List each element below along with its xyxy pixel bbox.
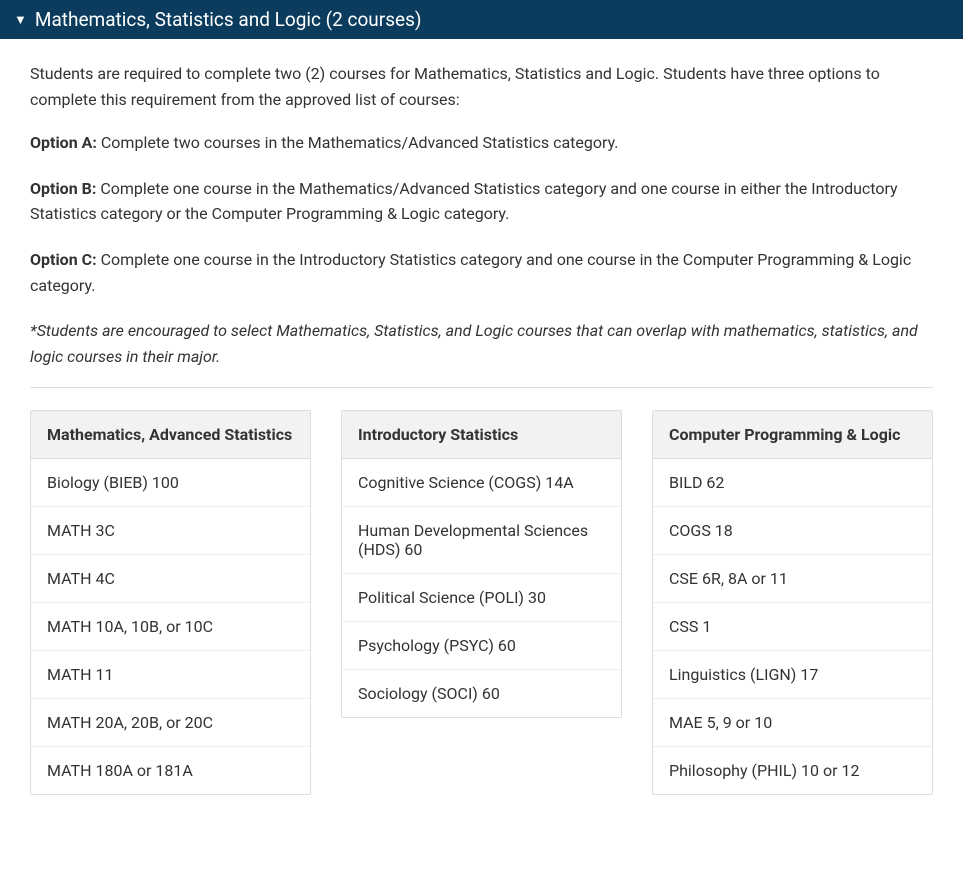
section-header[interactable]: ▼ Mathematics, Statistics and Logic (2 c… (0, 0, 963, 39)
table-row: MATH 10A, 10B, or 10C (31, 603, 310, 651)
option-label: Option A: (30, 133, 97, 152)
table-row: Political Science (POLI) 30 (342, 574, 621, 622)
table-row: CSS 1 (653, 603, 932, 651)
option-label: Option C: (30, 250, 97, 269)
table-intro-stats: Introductory Statistics Cognitive Scienc… (341, 410, 622, 718)
option-b: Option B: Complete one course in the Mat… (30, 176, 933, 227)
note-text: *Students are encouraged to select Mathe… (30, 318, 933, 369)
option-text: Complete one course in the Mathematics/A… (30, 179, 898, 224)
option-a: Option A: Complete two courses in the Ma… (30, 130, 933, 156)
table-row: Linguistics (LIGN) 17 (653, 651, 932, 699)
option-text: Complete one course in the Introductory … (30, 250, 911, 295)
option-label: Option B: (30, 179, 96, 198)
table-row: MATH 180A or 181A (31, 747, 310, 794)
table-row: MAE 5, 9 or 10 (653, 699, 932, 747)
section-title: Mathematics, Statistics and Logic (2 cou… (35, 8, 422, 31)
table-header: Mathematics, Advanced Statistics (31, 411, 310, 459)
table-row: MATH 4C (31, 555, 310, 603)
table-row: Cognitive Science (COGS) 14A (342, 459, 621, 507)
table-math-adv-stats: Mathematics, Advanced Statistics Biology… (30, 410, 311, 795)
table-row: Human Developmental Sciences (HDS) 60 (342, 507, 621, 574)
table-comp-prog-logic: Computer Programming & Logic BILD 62 COG… (652, 410, 933, 795)
separator (30, 387, 933, 388)
option-c: Option C: Complete one course in the Int… (30, 247, 933, 298)
table-row: BILD 62 (653, 459, 932, 507)
collapse-icon: ▼ (14, 12, 27, 28)
option-text: Complete two courses in the Mathematics/… (97, 133, 619, 152)
section-content: Students are required to complete two (2… (0, 39, 963, 825)
table-row: COGS 18 (653, 507, 932, 555)
table-header: Introductory Statistics (342, 411, 621, 459)
table-row: Philosophy (PHIL) 10 or 12 (653, 747, 932, 794)
intro-text: Students are required to complete two (2… (30, 61, 933, 112)
table-header: Computer Programming & Logic (653, 411, 932, 459)
table-row: MATH 20A, 20B, or 20C (31, 699, 310, 747)
table-row: MATH 11 (31, 651, 310, 699)
table-row: Sociology (SOCI) 60 (342, 670, 621, 717)
table-row: Biology (BIEB) 100 (31, 459, 310, 507)
table-row: MATH 3C (31, 507, 310, 555)
table-row: CSE 6R, 8A or 11 (653, 555, 932, 603)
table-row: Psychology (PSYC) 60 (342, 622, 621, 670)
course-tables: Mathematics, Advanced Statistics Biology… (30, 410, 933, 795)
